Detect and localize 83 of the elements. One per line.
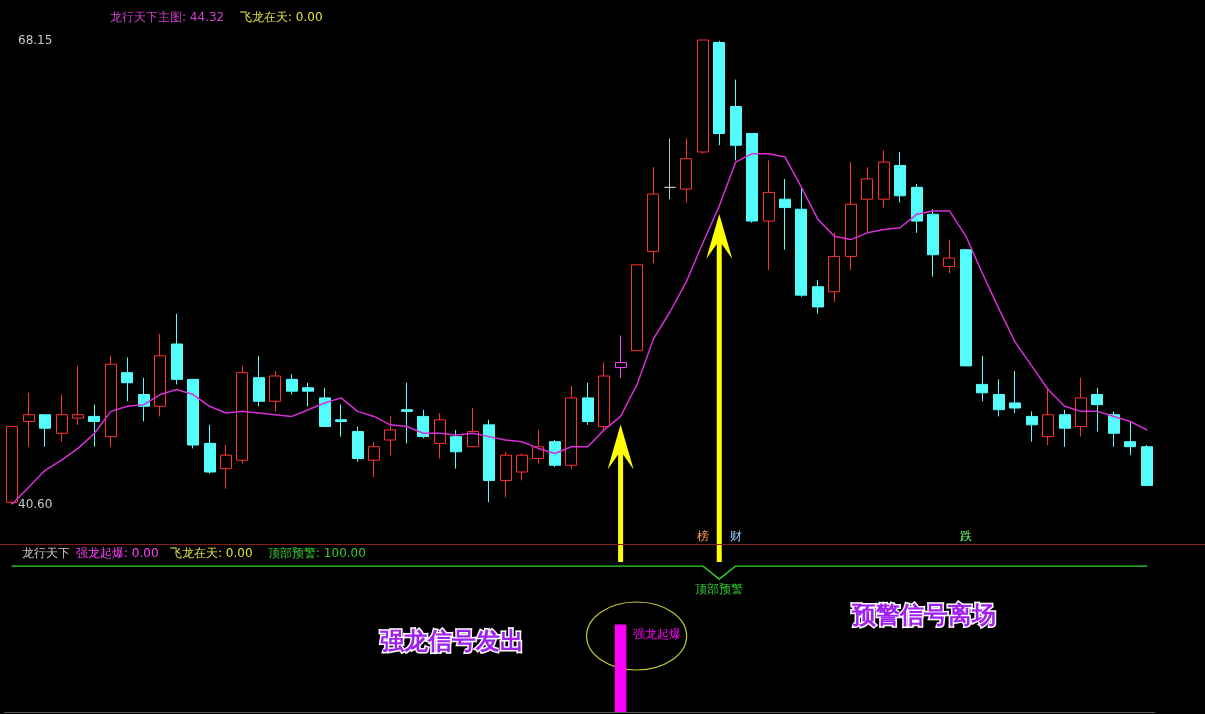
candlestick (680, 138, 692, 204)
candlestick (1124, 420, 1136, 456)
candlestick (1141, 444, 1153, 486)
candlestick (1108, 410, 1120, 448)
candlestick (302, 382, 314, 407)
candlestick (976, 355, 988, 402)
candlestick (1091, 387, 1103, 433)
y-tick-label: 40.60 (18, 497, 53, 511)
candlestick (105, 355, 117, 448)
text: 龙行天下主图: 44.32 (110, 10, 225, 24)
candlestick (763, 159, 775, 271)
candlestick (483, 419, 495, 503)
candlestick (39, 414, 51, 448)
candlestick (335, 404, 347, 438)
candlestick (1009, 370, 1021, 414)
candlestick (779, 178, 791, 251)
candlestick (401, 382, 413, 444)
candlestick (828, 232, 840, 303)
candlestick (434, 412, 446, 460)
annotation: 强龙信号发出 (379, 626, 524, 655)
candlestick (894, 151, 906, 204)
candlestick (532, 429, 544, 465)
text: 榜 (696, 529, 709, 543)
candlestick (615, 335, 627, 379)
text: 财 (729, 529, 742, 543)
candlestick (220, 444, 232, 490)
candlestick (795, 186, 807, 298)
candlestick (384, 415, 396, 456)
candlestick (319, 387, 331, 428)
candlestick (549, 439, 561, 468)
candlestick (1075, 377, 1087, 438)
series-label: 强龙起爆 (632, 627, 681, 642)
candlestick (713, 40, 725, 146)
candlestick (1059, 409, 1071, 448)
candlestick (204, 424, 216, 475)
candlestick (368, 441, 380, 478)
candlestick (187, 378, 199, 449)
candlestick (746, 132, 758, 224)
candlestick (286, 373, 298, 396)
candlestick (631, 264, 643, 352)
text: 顶部预警: 100.00 (268, 546, 366, 560)
text: 强龙起爆: 0.00 (76, 546, 159, 560)
candlestick (6, 426, 18, 505)
candlestick (352, 426, 364, 463)
candlestick (500, 451, 512, 498)
y-tick-label: 68.15 (18, 33, 53, 47)
text: 跌 (959, 529, 972, 543)
candlestick (960, 249, 972, 367)
candlestick (1042, 387, 1054, 446)
candlestick (88, 404, 100, 448)
candlestick (565, 385, 577, 470)
candlestick (121, 356, 133, 402)
text: 龙行天下 (22, 546, 70, 560)
candlestick (861, 166, 873, 234)
candlestick (253, 355, 265, 407)
candlestick (993, 378, 1005, 417)
candlestick (171, 313, 183, 385)
candlestick (927, 208, 939, 278)
candlestick (417, 409, 429, 439)
candlestick (943, 239, 955, 274)
text: 飞龙在天: 0.00 (170, 546, 253, 560)
candlestick (56, 394, 68, 443)
candlestick (154, 333, 166, 417)
candlestick (269, 370, 281, 412)
candlestick (516, 452, 528, 481)
series-label: 顶部预警 (695, 582, 744, 597)
candlestick (236, 365, 248, 465)
candlestick (647, 166, 659, 264)
candlestick (664, 138, 676, 200)
candlestick (845, 161, 857, 271)
candlestick (911, 183, 923, 234)
candlestick (23, 392, 35, 448)
candlestick (697, 39, 709, 155)
annotation: 预警信号离场 (850, 600, 996, 629)
candlestick (72, 365, 84, 426)
text: 飞龙在天: 0.00 (240, 10, 323, 24)
candlestick (878, 149, 890, 209)
candlestick (730, 79, 742, 161)
candlestick (812, 279, 824, 315)
candlestick (450, 429, 462, 470)
candlestick (598, 362, 610, 431)
candlestick (582, 382, 594, 426)
candlestick (1026, 410, 1038, 443)
